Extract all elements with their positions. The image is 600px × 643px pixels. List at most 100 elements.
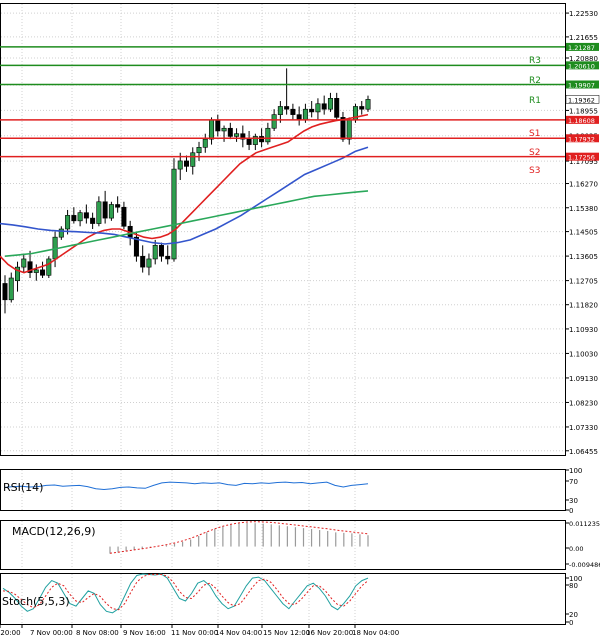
candle-body xyxy=(2,283,8,301)
candle-body xyxy=(121,206,127,227)
candle-body xyxy=(102,201,108,219)
price-tick-label: 1.12705 xyxy=(569,278,598,286)
candle-body xyxy=(15,266,21,282)
candle-body xyxy=(259,136,265,143)
candle-body xyxy=(46,258,52,276)
moving-average-line xyxy=(0,146,369,245)
candle-body xyxy=(234,133,240,137)
level-price-label-s2: 1.17932 xyxy=(568,135,595,143)
time-tick-label: 14 Nov 04:00 xyxy=(215,629,262,637)
stoch-panel: Stoch(5,5,3) xyxy=(2,573,369,614)
level-price-box-r1 xyxy=(566,80,599,89)
candle-body xyxy=(302,108,308,121)
candle-body xyxy=(284,106,290,110)
level-price-box-s3 xyxy=(566,152,599,161)
candle-body xyxy=(315,103,321,113)
main-price-panel xyxy=(0,68,371,314)
candle-body xyxy=(40,269,46,276)
time-tick-label: 8 Nov 08:00 xyxy=(76,629,119,637)
stoch-tick-label: 20 xyxy=(569,611,578,619)
candle-body xyxy=(140,255,146,268)
level-price-box-r3 xyxy=(566,42,599,51)
rsi-tick-label: 30 xyxy=(569,497,578,505)
main-panel-border xyxy=(0,3,566,456)
candle-body xyxy=(265,127,271,143)
price-tick-label: 1.21655 xyxy=(569,34,598,42)
current-price-box xyxy=(565,95,600,104)
time-tick-label: 15 Nov 12:00 xyxy=(263,629,310,637)
price-tick-label: 1.20880 xyxy=(569,55,598,63)
level-label-r2: R2 xyxy=(529,76,541,86)
price-tick-label: 1.15380 xyxy=(569,205,598,213)
candle-body xyxy=(152,245,158,260)
candle-body xyxy=(58,228,64,238)
candle-body xyxy=(240,133,246,140)
candle-body xyxy=(115,204,121,208)
candle-body xyxy=(321,103,327,110)
candle-body xyxy=(365,99,371,110)
candle-body xyxy=(334,98,340,118)
current-price-label: 1.19362 xyxy=(568,96,595,104)
level-price-box-s2 xyxy=(566,134,599,143)
candle-body xyxy=(96,201,102,224)
macd-tick-label: 0.00 xyxy=(569,545,583,553)
candle-body xyxy=(83,212,89,219)
candle-body xyxy=(77,212,83,222)
candle-body xyxy=(184,160,190,167)
rsi-line xyxy=(4,481,369,491)
stoch-d-line xyxy=(2,574,369,611)
candle-body xyxy=(158,245,164,257)
price-tick-label: 1.09130 xyxy=(569,375,598,383)
price-tick-label: 1.07330 xyxy=(569,424,598,432)
price-tick-label: 1.16270 xyxy=(569,181,598,189)
time-tick-label: 9 Nov 16:00 xyxy=(123,629,166,637)
price-tick-label: 1.18955 xyxy=(569,107,598,115)
candle-body xyxy=(196,147,202,154)
price-tick-label: 1.22530 xyxy=(569,10,598,18)
level-label-s3: S3 xyxy=(529,166,540,176)
time-tick-label: 11 Nov 00:00 xyxy=(171,629,218,637)
stoch-tick-label: 80 xyxy=(569,582,578,590)
macd-title: MACD(12,26,9) xyxy=(12,525,96,538)
price-tick-label: 1.11820 xyxy=(569,302,598,310)
candle-body xyxy=(327,98,333,110)
candle-body xyxy=(133,236,139,257)
candle-body xyxy=(165,255,171,260)
rsi-tick-label: 0 xyxy=(569,507,573,515)
level-label-s1: S1 xyxy=(529,129,540,139)
level-price-label-r1: 1.19907 xyxy=(568,81,595,89)
price-tick-label: 1.08230 xyxy=(569,399,598,407)
candle-body xyxy=(252,136,258,145)
candle-body xyxy=(177,160,183,170)
candle-body xyxy=(227,127,233,137)
candle-body xyxy=(346,119,352,140)
candle-body xyxy=(27,261,33,273)
stoch-tick-label: 100 xyxy=(569,575,582,583)
candle-body xyxy=(246,138,252,145)
level-label-r3: R3 xyxy=(529,56,541,66)
stoch-title: Stoch(5,5,3) xyxy=(2,595,70,608)
time-tick-label: 7 Nov 00:00 xyxy=(30,629,73,637)
candle-body xyxy=(359,106,365,110)
macd-signal-line xyxy=(109,521,369,554)
candle-body xyxy=(171,168,177,260)
candle-body xyxy=(221,127,227,132)
stoch-tick-label: 0 xyxy=(569,619,573,627)
rsi-tick-label: 70 xyxy=(569,478,578,486)
axes: 1.225301.216551.208801.198851.189551.180… xyxy=(0,10,600,637)
level-price-label-s3: 1.17256 xyxy=(568,154,595,162)
macd-panel-border xyxy=(0,520,566,570)
stoch-panel-border xyxy=(0,573,566,625)
rsi-panel: RSI(14) xyxy=(3,481,369,494)
level-label-r1: R1 xyxy=(529,96,541,106)
rsi-tick-label: 100 xyxy=(569,467,582,475)
price-tick-label: 1.06455 xyxy=(569,448,598,456)
candle-body xyxy=(190,152,196,167)
candle-body xyxy=(271,114,277,129)
price-tick-label: 1.17095 xyxy=(569,158,598,166)
grid xyxy=(0,3,566,625)
macd-panel: MACD(12,26,9) xyxy=(12,521,369,554)
macd-tick-label: 0.011235 xyxy=(569,520,600,528)
candle-body xyxy=(71,215,77,222)
